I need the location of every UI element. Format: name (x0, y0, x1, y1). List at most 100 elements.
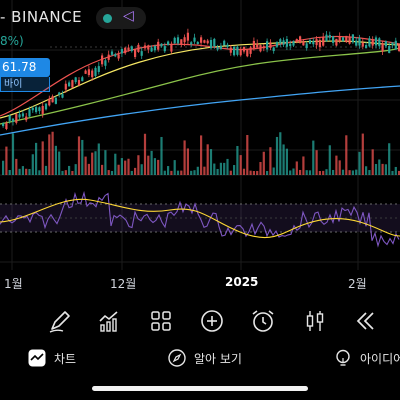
volume-bar (117, 164, 120, 175)
volume-bar (368, 170, 371, 175)
volume-bar (226, 158, 229, 175)
volume-bar (315, 150, 318, 175)
volume-bar (361, 133, 364, 175)
volume-bar (338, 160, 341, 175)
current-price-tag: 61.78 (0, 58, 50, 77)
alarm-icon[interactable] (250, 308, 276, 334)
x-axis-label: 12월 (110, 277, 137, 291)
volume-bar (292, 168, 295, 175)
pen-icon[interactable] (47, 308, 73, 334)
volume-bar (216, 168, 219, 175)
nav-tab-ideas-label: 아이디어 (360, 351, 400, 366)
volume-bar (64, 170, 67, 175)
nav-tab-chart[interactable]: 차트 (28, 346, 76, 370)
volume-bar (120, 158, 123, 175)
volume-bar (186, 148, 189, 175)
volume-bar (157, 159, 160, 175)
volume-bar (28, 168, 31, 175)
volume-bar (81, 139, 84, 175)
volume-bar (54, 145, 57, 175)
volume-bar (35, 142, 38, 175)
rsi-ma-line (0, 198, 400, 239)
live-status-icon (103, 14, 112, 23)
volume-bar (256, 170, 259, 175)
volume-bar (127, 158, 130, 175)
volume-bar (137, 155, 140, 175)
volume-bar (21, 166, 24, 175)
volume-bar (170, 170, 173, 175)
volume-bar (15, 158, 18, 175)
volume-bar (11, 133, 15, 175)
volume-bar (68, 165, 71, 175)
add-icon[interactable] (199, 308, 225, 334)
symbol-exchange-label[interactable]: - BINANCE (0, 8, 83, 26)
volume-bar (358, 151, 361, 175)
volume-bar (180, 170, 183, 175)
volume-bar (249, 170, 252, 175)
ma-mid-line (0, 40, 400, 119)
volume-bar (193, 170, 196, 175)
volume-bar (285, 148, 288, 175)
volume-bar (2, 160, 5, 175)
nav-tab-ideas[interactable]: 아이디어 (334, 346, 400, 370)
nav-tab-explore[interactable]: 알아 보기 (168, 346, 242, 370)
volume-bar (104, 150, 107, 175)
home-indicator (92, 386, 308, 391)
candles (2, 28, 400, 131)
volume-bar (74, 164, 77, 175)
volume-bar (160, 136, 163, 175)
volume-bar (345, 135, 348, 175)
x-axis-label-year: 2025 (225, 275, 259, 289)
volume-bar (213, 163, 216, 175)
volume-bar (365, 166, 368, 175)
volume-bar (275, 136, 279, 175)
volume-bar (140, 164, 143, 175)
volume-bars (2, 131, 400, 175)
volume-bar (209, 149, 213, 175)
indicator-pill[interactable] (96, 7, 146, 29)
volume-bar (5, 146, 8, 175)
volume-bar (302, 156, 305, 175)
volume-bar (312, 140, 315, 175)
volume-bar (97, 143, 100, 175)
indicators-icon[interactable] (97, 308, 123, 334)
volume-bar (130, 170, 133, 175)
volume-bar (378, 159, 381, 175)
volume-bar (77, 136, 81, 175)
volume-bar (305, 170, 308, 175)
rewind-icon[interactable] (352, 308, 378, 334)
volume-bar (269, 147, 272, 175)
volume-bar (200, 135, 203, 175)
volume-bar (107, 170, 110, 175)
price-chart[interactable] (0, 0, 400, 300)
volume-bar (355, 169, 358, 175)
volume-bar (61, 170, 64, 175)
volume-bar (295, 161, 298, 175)
volume-bar (114, 153, 117, 175)
volume-bar (163, 170, 166, 175)
volume-bar (219, 162, 222, 175)
volume-bar (289, 170, 292, 175)
volume-bar (147, 155, 150, 175)
grid-icon[interactable] (148, 308, 174, 334)
volume-bar (206, 144, 209, 175)
nav-tab-chart-label: 차트 (54, 351, 77, 366)
lightbulb-icon (336, 349, 350, 366)
volume-bar (101, 164, 104, 175)
volume-bar (8, 170, 11, 175)
volume-bar (328, 145, 331, 175)
volume-bar (94, 151, 97, 175)
candles-icon[interactable] (302, 308, 328, 334)
volume-bar (233, 165, 236, 175)
volume-bar (246, 134, 249, 175)
volume-bar (266, 170, 269, 175)
triangle-share-icon[interactable]: ◁ (123, 8, 134, 24)
volume-bar (374, 163, 378, 175)
volume-bar (262, 151, 265, 175)
volume-bar (229, 170, 232, 175)
volume-bar (150, 150, 153, 175)
volume-bar (110, 170, 114, 175)
volume-bar (51, 131, 54, 175)
volume-bar (282, 144, 285, 175)
ma-long-line (0, 47, 400, 125)
